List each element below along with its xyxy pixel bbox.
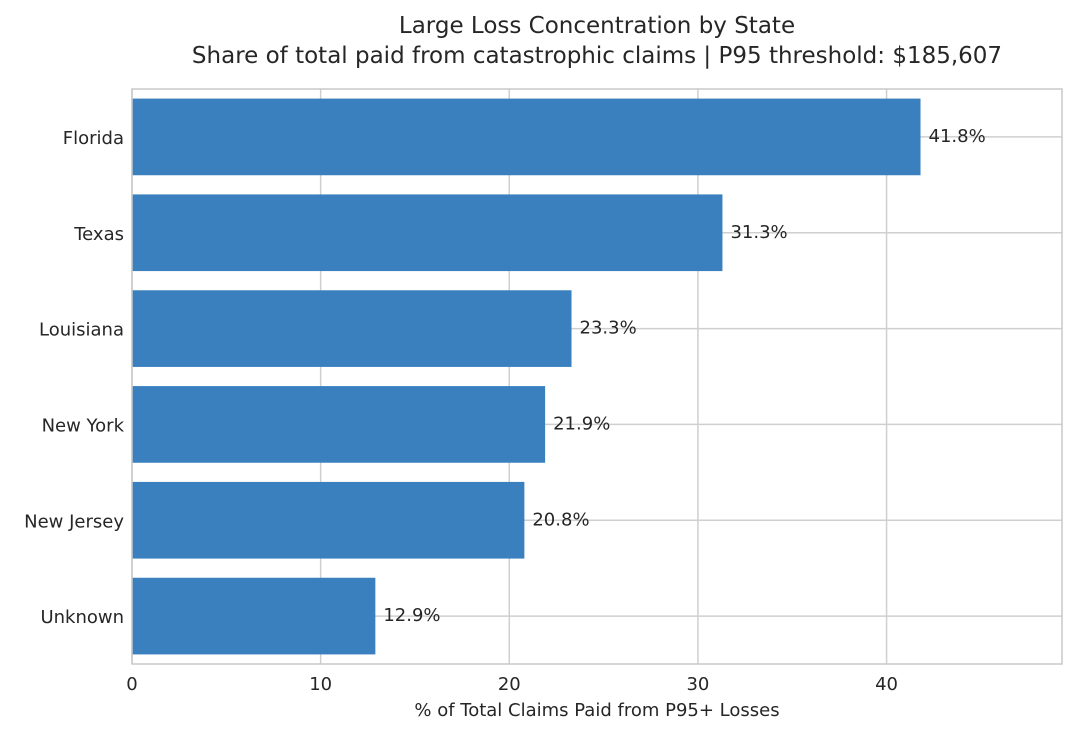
plot-frame — [131, 88, 1063, 665]
x-axis-label: % of Total Claims Paid from P95+ Losses — [414, 700, 779, 721]
bar-new-jersey — [132, 481, 525, 559]
bar-value-label: 23.3% — [580, 318, 637, 339]
bar-unknown — [132, 577, 376, 655]
bar-value-label: 20.8% — [532, 509, 589, 530]
y-tick-label: New Jersey — [24, 511, 124, 532]
y-tick-label: Texas — [73, 224, 124, 245]
bar-florida — [132, 98, 921, 176]
bar-louisiana — [132, 290, 572, 367]
y-tick-label: Florida — [63, 128, 124, 149]
y-tick-label: Louisiana — [39, 320, 124, 341]
bar-value-label: 31.3% — [730, 222, 787, 243]
bars — [132, 98, 921, 655]
bar-texas — [132, 194, 723, 272]
x-tick-labels: 0 10 20 30 40 — [126, 674, 898, 695]
bar-value-labels: 41.8% 31.3% 23.3% 21.9% 20.8% 12.9% — [383, 126, 985, 626]
x-tick-label: 30 — [686, 674, 709, 695]
plot-border — [131, 88, 1063, 665]
bar-value-label: 21.9% — [553, 413, 610, 434]
y-tick-label: Unknown — [40, 607, 124, 628]
chart-title: Large Loss Concentration by State — [399, 13, 795, 39]
y-tick-label: New York — [42, 415, 125, 436]
x-tick-label: 10 — [309, 674, 332, 695]
y-tick-labels: Florida Texas Louisiana New York New Jersey U… — [24, 128, 124, 628]
bar-new-york — [132, 386, 546, 463]
bar-value-label: 41.8% — [929, 126, 986, 147]
x-tick-label: 0 — [126, 674, 137, 695]
bar-value-label: 12.9% — [383, 605, 440, 626]
x-tick-label: 40 — [875, 674, 898, 695]
chart-subtitle: Share of total paid from catastrophic cl… — [192, 43, 1002, 69]
x-tick-label: 20 — [498, 674, 521, 695]
